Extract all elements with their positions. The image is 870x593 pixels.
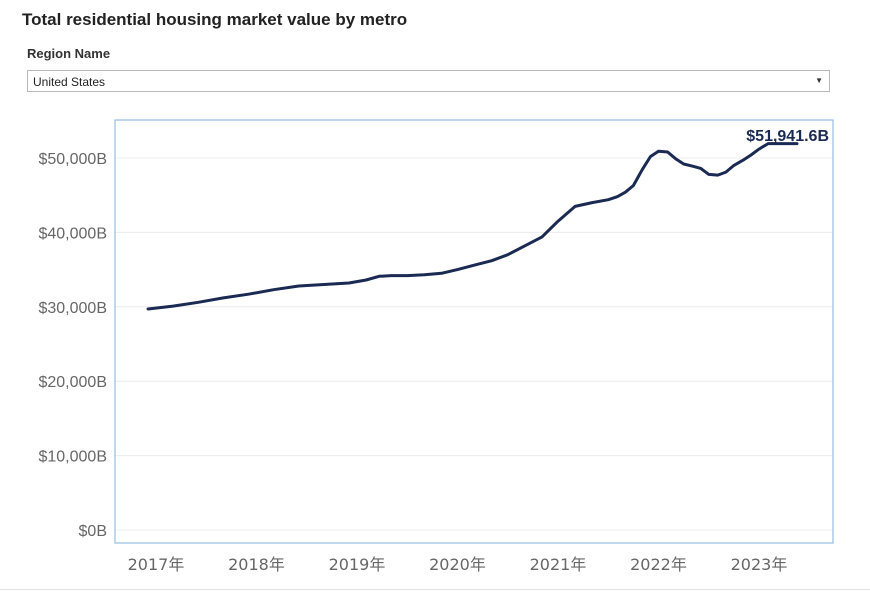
x-tick-label: 2017年 [128,555,185,574]
x-tick-label: 2023年 [731,555,788,574]
y-tick-label: $50,000B [38,151,107,168]
plot-border [114,119,834,544]
x-tick-label: 2018年 [228,555,285,574]
x-tick-label: 2019年 [329,555,386,574]
chart-title: Total residential housing market value b… [22,10,408,29]
x-axis: 2017年 2018年 2019年 2020年 2021年 2022年 2023年 [128,555,788,574]
x-tick-label: 2022年 [630,555,687,574]
caret-down-icon: ▼ [815,76,823,85]
last-value-label: $51,941.6B [746,128,829,145]
y-tick-label: $20,000B [38,374,107,391]
y-axis: $0B $10,000B $20,000B $30,000B $40,000B $50,0… [38,151,107,540]
grid-lines [115,157,833,531]
x-tick-label: 2021年 [530,555,587,574]
x-tick-label: 2020年 [429,555,486,574]
series-line [146,142,799,311]
y-tick-label: $30,000B [38,300,107,317]
region-dropdown-value: United States [33,75,106,89]
region-dropdown[interactable]: United States ▼ [27,70,830,92]
region-filter-label: Region Name [27,46,111,61]
y-tick-label: $40,000B [38,225,107,242]
y-tick-label: $10,000B [38,449,107,466]
y-tick-label: $0B [79,523,107,540]
bottom-divider [0,589,870,590]
